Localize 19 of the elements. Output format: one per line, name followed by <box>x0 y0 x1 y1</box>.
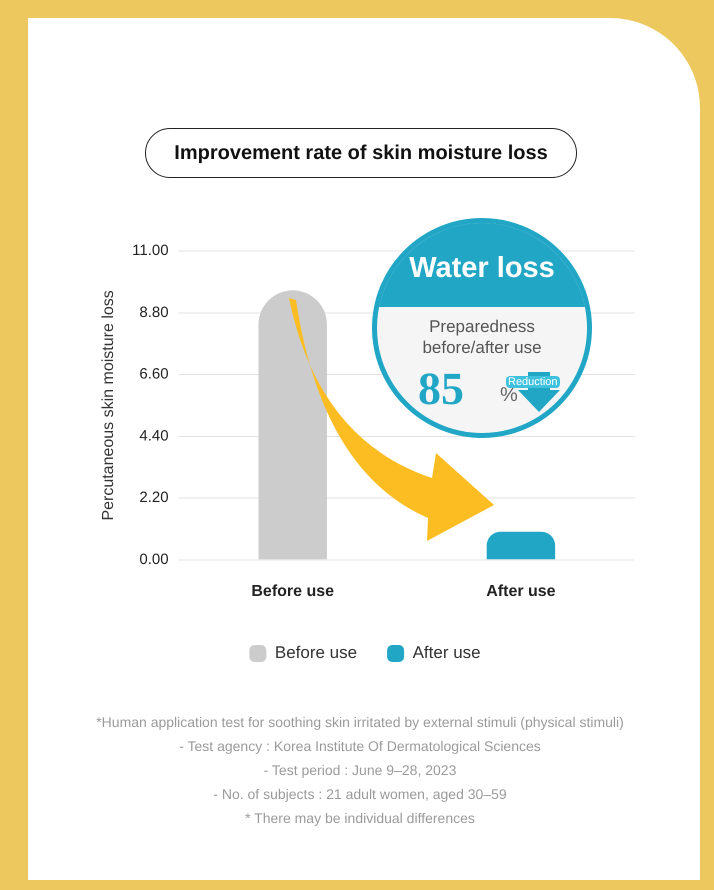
text: - Test agency : Korea Institute Of Dermatological Sciences <box>178 737 542 756</box>
y-tick-label: 11.00 <box>132 242 169 260</box>
y-tick-label: 8.80 <box>139 304 169 321</box>
annotation: Reduction <box>506 376 560 388</box>
annotation: 85 <box>418 362 464 415</box>
y-tick-label: 2.20 <box>139 489 169 506</box>
chart-title: Improvement rate of skin moisture loss <box>145 128 577 178</box>
legend-label: Before use <box>274 643 358 662</box>
annotation: Water loss <box>408 252 556 285</box>
text: * There may be individual differences <box>244 809 476 828</box>
text: *Human application test for soothing skin irritated by external stimuli (physical stimuli) <box>95 713 625 732</box>
y-tick-label: 4.40 <box>139 427 169 444</box>
legend-label: After use <box>412 643 481 662</box>
text: - No. of subjects : 21 adult women, aged 30–59 <box>212 785 508 804</box>
text: - Test period : June 9–28, 2023 <box>262 761 458 780</box>
y-tick-label: 6.60 <box>139 366 169 383</box>
annotation: Preparedness before/after use <box>421 316 543 358</box>
y-axis-title: Percutaneous skin moisture loss <box>100 290 118 521</box>
y-tick-label: 0.00 <box>139 550 169 568</box>
